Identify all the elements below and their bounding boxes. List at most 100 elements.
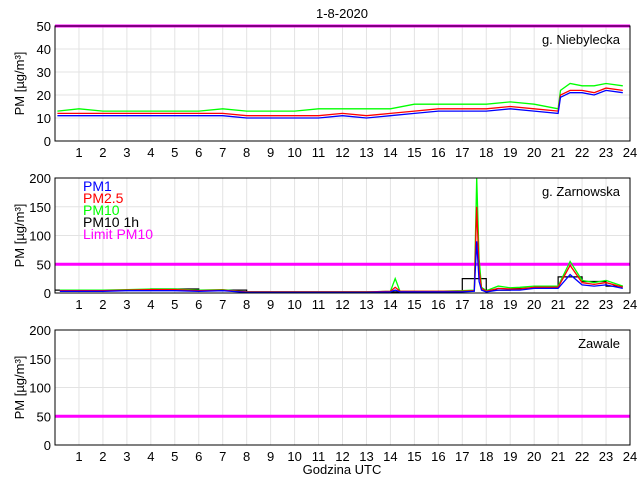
x-tick-label: 20	[527, 297, 541, 312]
x-tick-label: 19	[503, 145, 517, 160]
x-tick-label: 13	[359, 449, 373, 464]
y-tick-label: 50	[37, 257, 51, 272]
x-tick-label: 24	[623, 449, 637, 464]
x-tick-label: 18	[479, 297, 493, 312]
x-tick-label: 6	[195, 297, 202, 312]
x-tick-label: 4	[147, 145, 154, 160]
x-tick-label: 4	[147, 449, 154, 464]
x-tick-label: 10	[287, 145, 301, 160]
station-label: Zawale	[578, 336, 620, 351]
y-tick-label: 150	[29, 352, 51, 367]
x-tick-label: 16	[431, 145, 445, 160]
axes-box	[54, 329, 631, 446]
x-axis-label: Godzina UTC	[303, 462, 382, 477]
legend-entry: Limit PM10	[83, 226, 153, 242]
x-tick-label: 7	[219, 145, 226, 160]
x-tick-label: 16	[431, 297, 445, 312]
y-tick-label: 10	[37, 111, 51, 126]
x-tick-label: 13	[359, 145, 373, 160]
x-tick-label: 4	[147, 297, 154, 312]
x-tick-label: 22	[575, 297, 589, 312]
station-label: g. Niebylecka	[542, 32, 621, 47]
y-tick-label: 50	[37, 409, 51, 424]
panel-2: 1 2 3 4 5 6 7 8 9 10 11 12 13 14 15 16 17 18 19 20 21 22 23 240…	[12, 171, 637, 312]
y-tick-label: 0	[44, 286, 51, 301]
x-tick-label: 11	[312, 297, 326, 312]
x-tick-label: 1	[75, 297, 82, 312]
y-tick-label: 200	[29, 323, 51, 338]
y-tick-label: 20	[37, 88, 51, 103]
x-tick-label: 8	[243, 297, 250, 312]
y-tick-label: 30	[37, 65, 51, 80]
x-tick-label: 6	[195, 145, 202, 160]
x-tick-label: 14	[383, 145, 397, 160]
series-pm25	[57, 87, 623, 117]
y-tick-label: 0	[44, 438, 51, 453]
x-tick-label: 3	[123, 449, 130, 464]
axes-box	[54, 177, 631, 294]
x-tick-label: 23	[599, 145, 613, 160]
x-tick-label: 5	[171, 145, 178, 160]
x-tick-label: 3	[123, 297, 130, 312]
legend-entry: PM1	[83, 178, 112, 194]
legend-entry: PM2.5	[83, 190, 124, 206]
x-tick-label: 5	[171, 449, 178, 464]
y-tick-label: 150	[29, 200, 51, 215]
x-tick-label: 20	[527, 145, 541, 160]
x-tick-label: 16	[431, 449, 445, 464]
y-tick-label: 100	[29, 229, 51, 244]
x-tick-label: 12	[335, 145, 349, 160]
x-tick-label: 2	[99, 449, 106, 464]
x-tick-label: 8	[243, 449, 250, 464]
x-tick-label: 2	[99, 297, 106, 312]
x-tick-label: 1	[75, 145, 82, 160]
series-pm1	[59, 241, 623, 294]
x-tick-label: 21	[551, 297, 565, 312]
series-pm10	[57, 82, 623, 112]
panel-1: 1 2 3 4 5 6 7 8 9 10 11 12 13 14 15 16 17 18 19 20 21 22 23 240…	[12, 19, 637, 160]
x-tick-label: 14	[383, 297, 397, 312]
x-tick-label: 9	[267, 449, 274, 464]
y-tick-label: 0	[44, 134, 51, 149]
legend-entry: PM10	[83, 202, 120, 218]
x-tick-label: 19	[503, 449, 517, 464]
x-tick-label: 15	[407, 297, 421, 312]
x-tick-label: 9	[267, 145, 274, 160]
x-tick-label: 2	[99, 145, 106, 160]
x-tick-label: 21	[551, 145, 565, 160]
x-tick-label: 22	[575, 449, 589, 464]
legend-entry: PM10 1h	[83, 214, 139, 230]
x-tick-label: 12	[335, 449, 349, 464]
x-tick-label: 23	[599, 297, 613, 312]
x-tick-label: 6	[195, 449, 202, 464]
x-tick-label: 17	[455, 449, 469, 464]
x-tick-label: 13	[359, 297, 373, 312]
x-tick-label: 10	[287, 297, 301, 312]
y-axis-label: PM [µg/m³]	[12, 204, 27, 268]
x-tick-label: 24	[623, 297, 637, 312]
x-tick-label: 22	[575, 145, 589, 160]
x-tick-label: 7	[219, 297, 226, 312]
x-tick-label: 8	[243, 145, 250, 160]
x-tick-label: 17	[455, 145, 469, 160]
x-tick-label: 20	[527, 449, 541, 464]
x-tick-label: 15	[407, 449, 421, 464]
x-tick-label: 18	[479, 145, 493, 160]
x-tick-label: 5	[171, 297, 178, 312]
x-tick-label: 12	[335, 297, 349, 312]
axes-box	[54, 25, 631, 142]
x-tick-label: 19	[503, 297, 517, 312]
panel-3: 1 2 3 4 5 6 7 8 9 10 11 12 13 14 15 16 17 18 19 20 21 22 23 240…	[12, 323, 637, 464]
x-tick-label: 10	[287, 449, 301, 464]
x-tick-label: 23	[599, 449, 613, 464]
x-tick-label: 9	[267, 297, 274, 312]
x-tick-label: 24	[623, 145, 637, 160]
x-tick-label: 18	[479, 449, 493, 464]
y-tick-label: 40	[37, 42, 51, 57]
y-tick-label: 200	[29, 171, 51, 186]
y-tick-label: 100	[29, 381, 51, 396]
y-tick-label: 50	[37, 19, 51, 34]
y-axis-label: PM [µg/m³]	[12, 52, 27, 116]
